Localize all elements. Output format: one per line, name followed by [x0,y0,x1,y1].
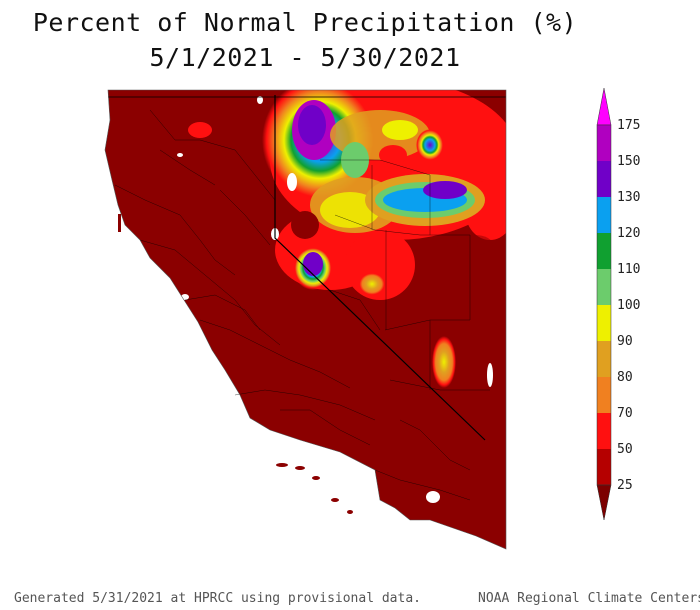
footer-generated-note: Generated 5/31/2021 at HPRCC using provi… [14,591,421,606]
color-bar [596,87,612,521]
colorbar-label-110: 110 [617,262,641,277]
date-range: 5/1/2021 - 5/30/2021 [149,43,461,72]
water-bodies [177,96,493,503]
state-border [274,95,486,441]
colorbar-segment-80-90 [597,341,611,377]
colorbar-top-arrow [596,87,612,126]
colorbar-label-50: 50 [617,442,633,457]
colorbar-segment-70-80 [597,377,611,413]
colorbar-segment-50-70 [597,413,611,449]
colorbar-label-175: 175 [617,118,641,133]
precip-anomaly-layer [188,90,506,388]
colorbar-label-25: 25 [617,478,633,493]
county-boundaries [114,109,490,501]
colorbar-label-100: 100 [617,298,641,313]
map-title: Percent of Normal Precipitation (%) [32,8,578,37]
colorbar-segment-100-110 [597,269,611,305]
colorbar-bottom-arrow [596,484,612,521]
colorbar-label-120: 120 [617,226,641,241]
colorbar-label-70: 70 [617,406,633,421]
colorbar-segment-90-100 [597,305,611,341]
colorbar-segment-130-150 [597,161,611,197]
colorbar-label-150: 150 [617,154,641,169]
colorbar-label-90: 90 [617,334,633,349]
colorbar-segment-150-175 [597,125,611,161]
channel-islands [276,463,353,514]
coastline [104,89,507,550]
colorbar-segment-120-130 [597,197,611,233]
offshore-mark [118,214,121,232]
colorbar-label-80: 80 [617,370,633,385]
colorbar-segment-110-120 [597,233,611,269]
colorbar-label-130: 130 [617,190,641,205]
footer-credit: NOAA Regional Climate Centers [478,591,700,606]
colorbar-segment-25-50 [597,449,611,485]
